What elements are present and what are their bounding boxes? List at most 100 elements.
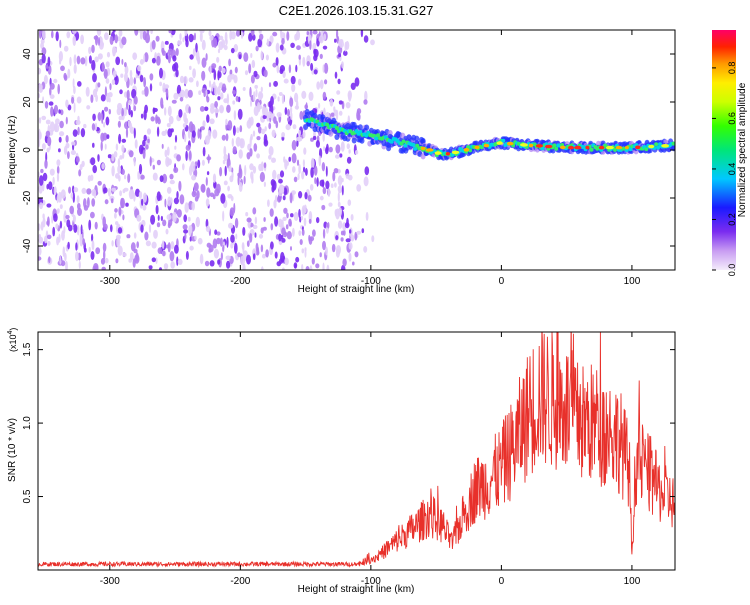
x-tick-label: -200 xyxy=(230,576,250,587)
noise-blob xyxy=(40,168,44,174)
noise-blob xyxy=(51,30,54,39)
noise-blob xyxy=(149,83,153,92)
noise-blob xyxy=(278,178,283,184)
noise-blob xyxy=(59,131,65,137)
noise-blob xyxy=(84,55,88,67)
noise-blob xyxy=(150,214,156,225)
noise-blob xyxy=(141,198,144,206)
noise-blob xyxy=(207,130,212,140)
noise-blob xyxy=(263,217,266,222)
noise-blob xyxy=(136,241,139,249)
noise-blob xyxy=(95,94,98,103)
noise-blob xyxy=(179,75,185,84)
noise-blob xyxy=(259,171,265,183)
noise-blob xyxy=(124,72,128,83)
noise-blob xyxy=(249,86,252,98)
noise-blob xyxy=(202,120,206,128)
noise-blob xyxy=(97,53,103,60)
noise-blob xyxy=(234,217,239,229)
noise-blob xyxy=(81,187,87,194)
noise-blob xyxy=(364,90,368,102)
noise-blob xyxy=(255,45,259,52)
noise-blob xyxy=(113,151,118,158)
noise-blob xyxy=(60,189,66,199)
noise-blob xyxy=(242,226,246,236)
noise-blob xyxy=(150,30,153,35)
noise-blob xyxy=(272,180,277,191)
noise-blob xyxy=(60,65,65,72)
noise-blob xyxy=(167,158,172,166)
noise-blob xyxy=(226,236,229,248)
noise-blob xyxy=(314,177,317,185)
noise-blob xyxy=(254,84,258,89)
noise-blob xyxy=(53,186,57,196)
noise-blob xyxy=(118,175,121,182)
noise-blob xyxy=(322,228,326,239)
noise-blob xyxy=(183,75,188,85)
noise-blob xyxy=(185,150,188,161)
noise-blob xyxy=(309,236,315,242)
noise-blob xyxy=(201,70,206,81)
noise-blob xyxy=(38,67,42,75)
noise-blob xyxy=(328,202,333,207)
noise-blob xyxy=(262,115,267,119)
noise-blob xyxy=(87,175,92,182)
noise-blob xyxy=(44,159,48,169)
noise-blob xyxy=(169,179,175,185)
noise-blob xyxy=(293,176,298,183)
x-tick-label: -100 xyxy=(361,576,381,587)
noise-blob xyxy=(59,58,62,65)
noise-blob xyxy=(258,163,263,172)
noise-blob xyxy=(94,122,98,131)
x-tick-label: -100 xyxy=(361,276,381,287)
noise-blob xyxy=(103,68,108,79)
noise-blob xyxy=(319,195,324,201)
noise-blob xyxy=(177,40,182,46)
noise-blob xyxy=(91,59,96,71)
noise-blob xyxy=(243,52,249,62)
noise-blob xyxy=(337,175,343,186)
noise-blob xyxy=(347,199,352,206)
snr-y-label: SNR (10 * v/v) xyxy=(7,418,18,482)
noise-blob xyxy=(87,197,90,208)
noise-blob xyxy=(303,204,307,214)
noise-blob xyxy=(248,32,253,42)
noise-blob xyxy=(239,125,243,133)
noise-blob xyxy=(312,30,318,35)
noise-blob xyxy=(271,157,276,163)
noise-blob xyxy=(171,99,177,104)
noise-blob xyxy=(237,108,243,120)
signal-hotspot xyxy=(451,150,460,155)
noise-blob xyxy=(71,96,75,104)
noise-blob xyxy=(278,190,282,197)
noise-blob xyxy=(191,130,196,138)
noise-blob xyxy=(252,207,257,215)
noise-blob xyxy=(143,109,147,121)
noise-blob xyxy=(135,252,139,262)
noise-blob xyxy=(313,69,318,75)
noise-blob xyxy=(166,146,170,156)
noise-blob xyxy=(211,63,217,69)
noise-blob xyxy=(301,248,305,254)
noise-blob xyxy=(166,214,172,221)
signal-core xyxy=(540,146,545,151)
noise-blob xyxy=(187,216,191,222)
noise-blob xyxy=(40,38,45,45)
noise-blob xyxy=(56,236,60,246)
noise-blob xyxy=(264,126,267,132)
noise-blob xyxy=(86,188,92,195)
noise-blob xyxy=(77,207,82,216)
noise-blob xyxy=(77,81,82,87)
noise-blob xyxy=(82,238,86,246)
noise-blob xyxy=(222,244,225,253)
noise-blob xyxy=(237,96,241,103)
noise-blob xyxy=(103,223,108,231)
noise-blob xyxy=(108,108,112,115)
noise-blob xyxy=(209,260,215,267)
noise-blob xyxy=(293,211,299,221)
noise-blob xyxy=(335,154,340,159)
signal-core xyxy=(554,146,559,151)
noise-blob xyxy=(140,113,144,119)
noise-blob xyxy=(188,150,192,161)
noise-blob xyxy=(223,180,228,186)
